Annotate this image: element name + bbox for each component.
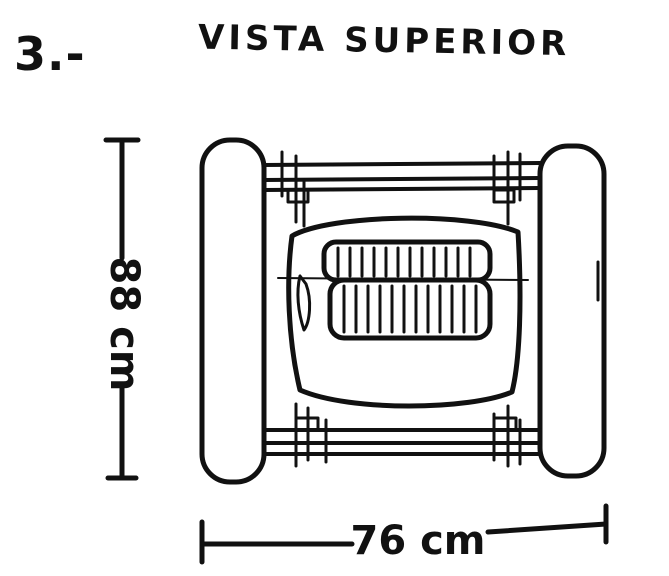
height-dimension-label: 88 cm	[101, 257, 147, 392]
bottom-right-bracket	[492, 404, 522, 468]
top-left-bracket	[280, 150, 310, 228]
top-right-bracket	[492, 150, 522, 226]
bottom-crossbar	[262, 428, 542, 456]
seat-body	[286, 215, 523, 409]
cushion-bottom	[327, 277, 493, 341]
left-side-frame	[199, 137, 267, 485]
width-dimension: 76 cm	[199, 503, 609, 565]
right-side-frame	[537, 143, 607, 479]
step-number: 3.-	[14, 27, 86, 81]
width-dimension-line-right	[485, 521, 609, 535]
seat-side-shadow	[296, 274, 312, 332]
width-dimension-label: 76 cm	[351, 518, 486, 564]
cushion-top-stripes	[336, 246, 472, 278]
height-dimension: 88 cm	[101, 137, 147, 481]
sheet-title: VISTA SUPERIOR	[198, 18, 571, 64]
cushion-bottom-stripes	[342, 284, 478, 334]
bottom-left-bracket	[294, 402, 328, 468]
furniture-top-view	[199, 137, 607, 485]
